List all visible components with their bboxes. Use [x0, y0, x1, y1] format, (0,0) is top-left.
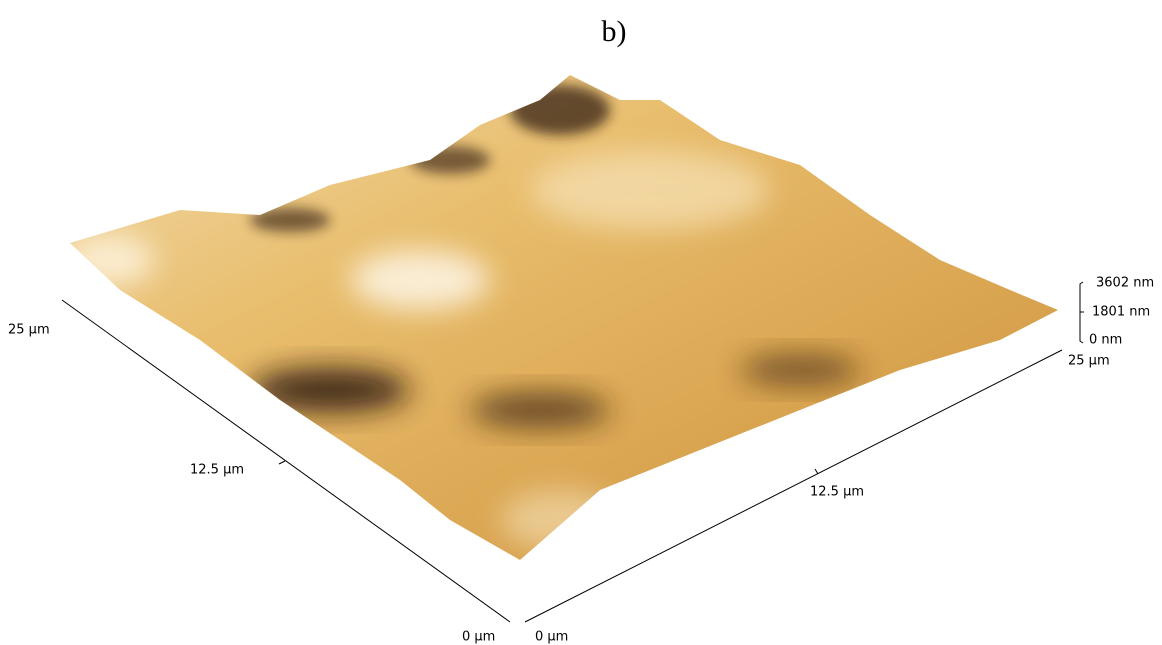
right-axis — [524, 349, 1063, 623]
right-axis-label: 25 µm — [1068, 354, 1110, 369]
height-scale-label: 3602 nm — [1096, 276, 1154, 291]
right-axis-label: 12.5 µm — [810, 485, 864, 500]
surface-render — [70, 75, 1058, 560]
tick — [814, 468, 819, 475]
right-axis-label: 0 µm — [535, 630, 568, 645]
left-axis-label: 12.5 µm — [190, 463, 244, 478]
height-scale-label: 0 nm — [1089, 333, 1122, 348]
height-scale-label: 1801 nm — [1092, 305, 1150, 320]
left-axis-label: 0 µm — [462, 630, 495, 645]
left-axis — [61, 299, 511, 623]
panel-label: b) — [602, 15, 627, 48]
left-axis-label: 25 µm — [8, 323, 50, 338]
tick — [278, 460, 286, 465]
